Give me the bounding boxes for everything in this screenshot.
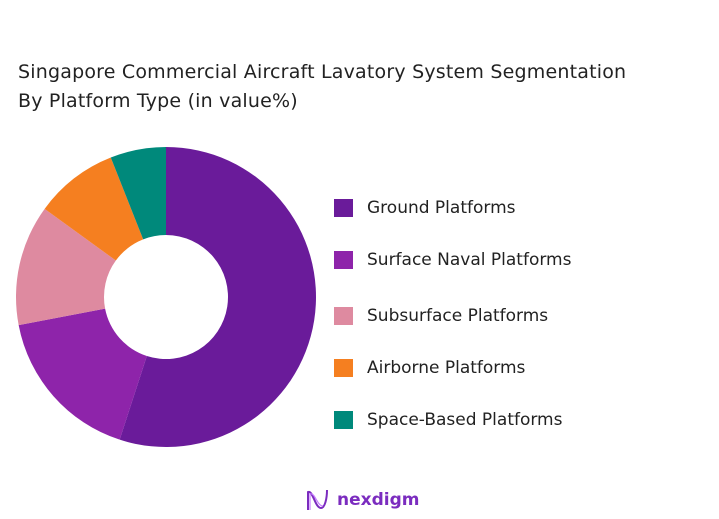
- legend-swatch: [334, 251, 353, 269]
- title-line-2: By Platform Type (in value%): [18, 90, 298, 112]
- legend-item: Airborne Platforms: [334, 358, 571, 378]
- legend-item: Space-Based Platforms: [334, 410, 571, 430]
- legend-swatch: [334, 307, 353, 325]
- title-line-1: Singapore Commercial Aircraft Lavatory S…: [18, 61, 627, 83]
- legend-label: Space-Based Platforms: [367, 410, 563, 430]
- legend-label: Surface Naval Platforms: [367, 250, 572, 270]
- legend: Ground Platforms Surface Naval Platforms S…: [334, 198, 571, 462]
- legend-label: Ground Platforms: [367, 198, 516, 218]
- legend-item: Surface Naval Platforms: [334, 250, 571, 270]
- brand-name: nexdigm: [337, 490, 420, 510]
- legend-swatch: [334, 199, 353, 217]
- slice-space-based-platforms: [110, 147, 166, 240]
- legend-swatch: [334, 359, 353, 377]
- legend-item: Ground Platforms: [334, 198, 571, 218]
- chart-title: Singapore Commercial Aircraft Lavatory S…: [18, 58, 626, 116]
- legend-label: Subsurface Platforms: [367, 306, 549, 326]
- nexdigm-logo: nexdigm: [305, 488, 419, 512]
- slice-subsurface-platforms: [15, 208, 116, 326]
- legend-swatch: [334, 411, 353, 429]
- legend-label: Airborne Platforms: [367, 358, 526, 378]
- slice-ground-platforms: [119, 147, 316, 448]
- nexdigm-logo-icon: [307, 489, 328, 510]
- slice-airborne-platforms: [44, 157, 144, 261]
- slice-surface-naval-platforms: [18, 308, 147, 440]
- legend-item: Subsurface Platforms: [334, 306, 571, 326]
